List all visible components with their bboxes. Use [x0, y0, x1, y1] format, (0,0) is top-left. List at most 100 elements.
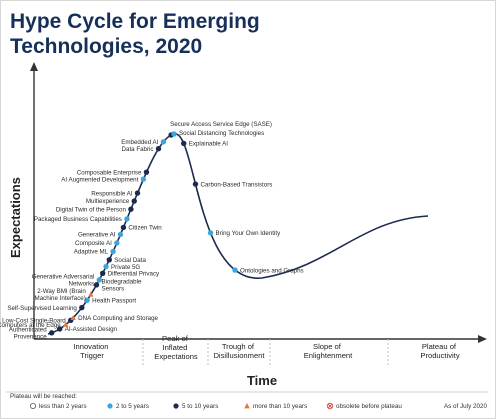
tech-point-2-way-bmi-brain-machine-interface: 2-Way BMI (Brain Machine Interface) — [35, 288, 94, 302]
tech-label: AI-Assisted Design — [65, 326, 118, 333]
legend-label-more-than-10-years: more than 10 years — [253, 403, 307, 410]
tech-point-social-distancing-technologies: Social Distancing Technologies — [171, 130, 264, 137]
tech-point-explainable-ai: Explainable AI — [181, 141, 228, 148]
tech-point-dna-computing-and-storage: DNA Computing and Storage — [70, 314, 159, 322]
tech-label: Computers at the Edge — [0, 322, 61, 329]
tech-point-multiexperience: Multiexperience — [86, 198, 137, 205]
phase-label-peak: Peak of Inflated Expectations — [154, 334, 198, 361]
tech-point-computers-at-the-edge: Computers at the Edge — [0, 321, 69, 329]
legend-label-2-to-5-years: 2 to 5 years — [116, 403, 149, 410]
legend-marker-more-than-10-years — [244, 403, 250, 409]
tech-point-composite-ai: Composite AI — [75, 240, 120, 247]
x-axis-label: Time — [247, 373, 277, 388]
tech-label: Low-Cost Single-Board — [2, 317, 66, 324]
tech-point-ai-augmented-development: AI Augmented Development — [61, 176, 147, 183]
tech-point-social-data: Social Data — [106, 257, 146, 264]
chart-title-line-2: Technologies, 2020 — [10, 35, 202, 58]
legend-label-5-to-10-years: 5 to 10 years — [182, 403, 218, 410]
tech-marker — [63, 321, 69, 327]
legend-marker-5-to-10-years — [173, 403, 179, 409]
tech-label: Self-Supervised Learning — [7, 305, 77, 312]
tech-point-health-passport: Health Passport — [84, 297, 136, 304]
tech-point-private-5g: Private 5G — [103, 264, 140, 271]
tech-point-low-cost-single-board: Low-Cost Single-Board — [2, 317, 74, 324]
tech-label: Secure Access Service Edge (SASE) — [170, 121, 272, 128]
tech-marker — [96, 277, 102, 283]
tech-marker — [160, 139, 167, 145]
tech-marker — [140, 176, 147, 182]
tech-point-embedded-ai: Embedded AI — [121, 139, 167, 146]
tech-label: Generative AI — [78, 232, 116, 239]
points-layer: Authenticated Provenance AI-Assisted Desig… — [0, 121, 304, 341]
tech-marker — [110, 248, 116, 255]
legend-marker-2-to-5-years — [107, 403, 113, 409]
tech-label: Generative Adversarial Networks — [32, 274, 95, 288]
tech-marker — [79, 304, 85, 311]
tech-marker — [143, 169, 150, 175]
tech-label: Social Distancing Technologies — [179, 130, 264, 137]
phase-label-slope: Slope of Enlightenment — [304, 342, 353, 360]
phase-label-innovation-trigger: Innovation Trigger — [73, 342, 110, 360]
tech-label: Multiexperience — [86, 198, 130, 205]
tech-label: Citizen Twin — [128, 225, 162, 232]
chart-title-line-1: Hype Cycle for Emerging — [10, 10, 260, 33]
tech-label: Composable Enterprise — [77, 169, 142, 176]
tech-label: Embedded AI — [121, 139, 158, 146]
tech-marker — [48, 330, 55, 336]
legend-title: Plateau will be reached: — [10, 393, 77, 400]
tech-label: Social Data — [114, 257, 146, 264]
tech-point-adaptive-ml: Adaptive ML — [74, 249, 116, 256]
tech-label: Authenticated Provenance — [9, 327, 47, 341]
tech-marker — [88, 291, 94, 297]
tech-point-ai-assisted-design: AI-Assisted Design — [57, 326, 118, 333]
tech-marker — [232, 267, 238, 273]
tech-marker — [106, 257, 112, 263]
tech-point-data-fabric: Data Fabric — [122, 146, 162, 153]
tech-label: Packaged Business Capabilities — [34, 216, 122, 223]
tech-label: DNA Computing and Storage — [78, 315, 158, 322]
tech-point-citizen-twin: Citizen Twin — [120, 224, 162, 232]
tech-label: Explainable AI — [189, 141, 228, 148]
tech-label: Adaptive ML — [74, 249, 109, 256]
tech-marker — [99, 270, 106, 277]
tech-point-differential-privacy: Differential Privacy — [99, 270, 160, 278]
x-axis-arrow-icon — [478, 335, 487, 343]
tech-marker — [117, 231, 124, 238]
tech-marker — [124, 216, 130, 222]
tech-point-authenticated-provenance: Authenticated Provenance — [9, 327, 55, 341]
tech-marker — [134, 190, 141, 196]
y-axis-label: Expectations — [8, 177, 23, 258]
tech-label: Ontologies and Graphs — [240, 267, 304, 274]
as-of-date: As of July 2020 — [444, 403, 488, 410]
tech-label: Responsible AI — [91, 190, 133, 197]
tech-marker — [57, 326, 63, 332]
tech-label: Carbon-Based Transistors — [200, 181, 272, 188]
tech-label: Data Fabric — [122, 146, 154, 153]
tech-point-bring-your-own-identity: Bring Your Own Identity — [207, 230, 282, 237]
tech-marker — [171, 131, 177, 137]
tech-point-carbon-based-transistors: Carbon-Based Transistors — [192, 181, 272, 188]
tech-marker — [128, 206, 134, 212]
tech-marker — [120, 224, 127, 231]
tech-marker — [70, 314, 76, 320]
legend-label-less-than-2-years: less than 2 years — [39, 403, 87, 410]
tech-label: AI Augmented Development — [61, 176, 138, 183]
legend-marker-obsolete — [326, 402, 334, 410]
tech-point-self-supervised-learning: Self-Supervised Learning — [7, 304, 85, 312]
tech-label: Differential Privacy — [108, 271, 160, 278]
tech-label: Bring Your Own Identity — [216, 230, 282, 237]
tech-label: Composite AI — [75, 240, 112, 247]
tech-point-generative-ai: Generative AI — [78, 231, 124, 239]
tech-label: Health Passport — [92, 297, 136, 304]
tech-marker — [103, 263, 109, 270]
tech-point-generative-adversarial-networks: Generative Adversarial Networks — [32, 274, 102, 288]
tech-marker — [192, 181, 199, 187]
tech-marker — [131, 198, 137, 204]
phase-label-plateau: Plateau of Productivity — [420, 342, 459, 360]
legend: less than 2 years 2 to 5 years 5 to 10 y… — [29, 402, 488, 410]
tech-point-packaged-business-capabilities: Packaged Business Capabilities — [34, 216, 130, 223]
legend-marker-less-than-2-years — [29, 402, 36, 409]
legend-label-obsolete: obsolete before plateau — [336, 403, 402, 410]
